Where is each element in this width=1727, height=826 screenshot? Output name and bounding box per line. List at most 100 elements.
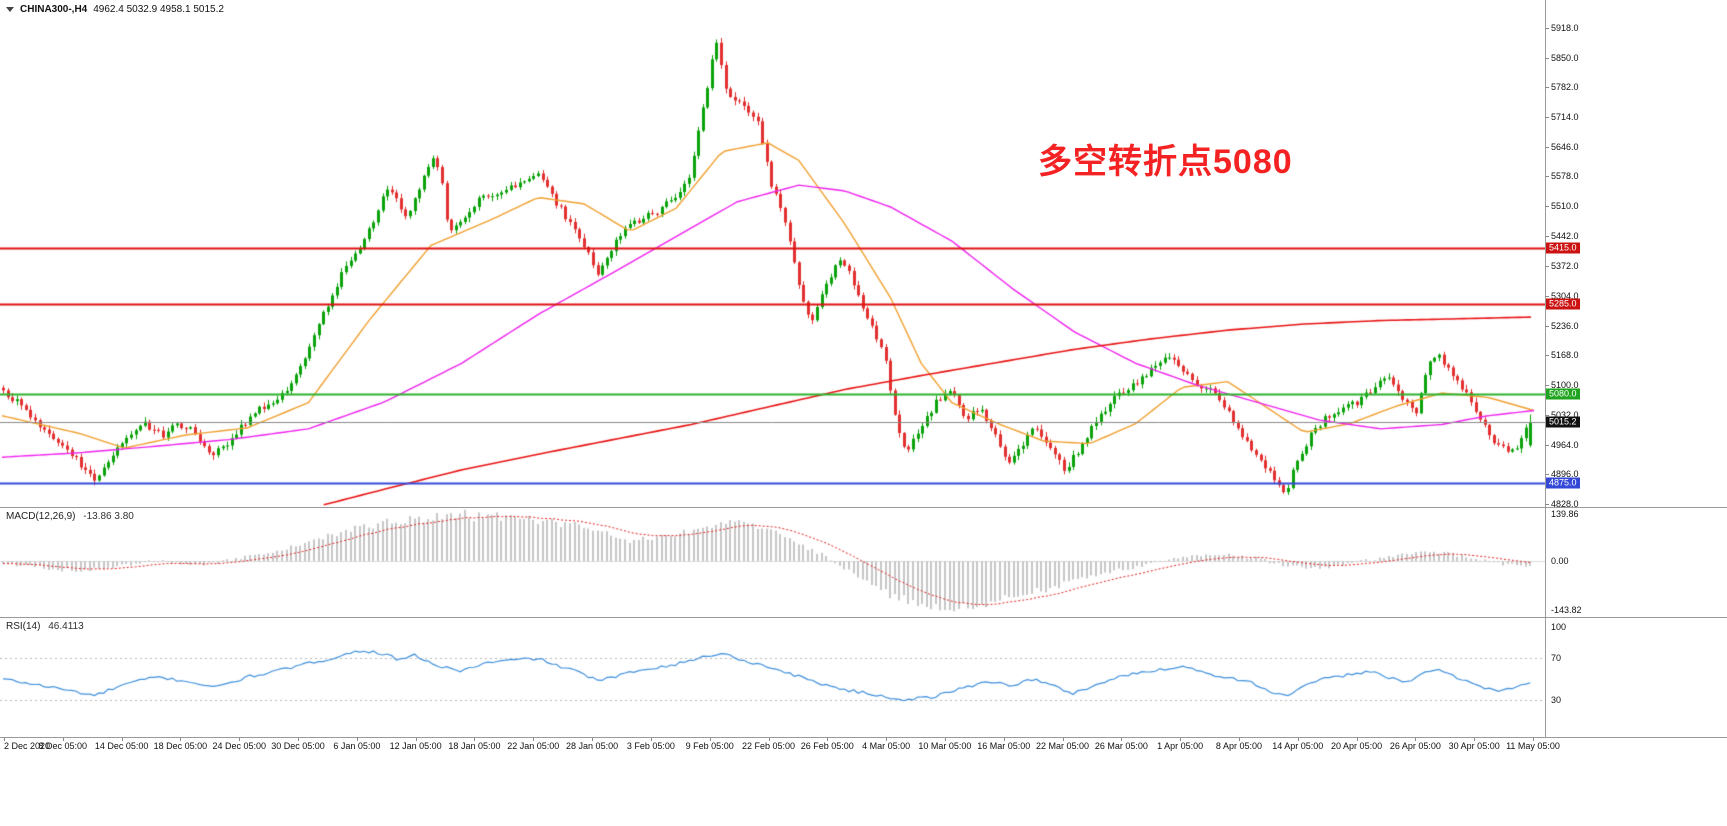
rsi-tick-label: 100 <box>1551 622 1567 633</box>
time-tick-mark <box>769 738 770 741</box>
time-axis-divider <box>0 737 1727 738</box>
time-tick-mark <box>1357 738 1358 741</box>
time-tick-mark <box>827 738 828 741</box>
price-tick-label: 5100.0 <box>1551 380 1579 391</box>
price-level-badge[interactable]: 5285.0 <box>1546 298 1580 310</box>
macd-rsi-divider[interactable] <box>0 617 1727 618</box>
time-tick-label: 30 Apr 05:00 <box>1448 741 1500 751</box>
time-tick-label: 4 Mar 05:00 <box>862 741 911 751</box>
price-tick-label: 5372.0 <box>1551 261 1579 272</box>
time-tick-mark <box>651 738 652 741</box>
time-tick-label: 26 Apr 05:00 <box>1389 741 1441 751</box>
chart-title: CHINA300-,H4 4962.4 5032.9 4958.1 5015.2 <box>6 4 224 15</box>
symbol-timeframe: CHINA300-,H4 <box>20 4 88 15</box>
rsi-value: 46.4113 <box>48 621 84 632</box>
time-tick-mark <box>945 738 946 741</box>
time-tick-label: 8 Dec 05:00 <box>38 741 88 751</box>
time-tick-label: 3 Feb 05:00 <box>626 741 675 751</box>
time-tick-mark <box>1415 738 1416 741</box>
price-tick-label: 5850.0 <box>1551 52 1579 63</box>
time-tick-mark <box>1004 738 1005 741</box>
time-tick-mark <box>1474 738 1475 741</box>
chart-menu-icon[interactable] <box>6 7 14 12</box>
price-tick-label: 5714.0 <box>1551 112 1579 123</box>
price-axis-divider <box>1545 0 1546 737</box>
price-level-badge[interactable]: 5415.0 <box>1546 242 1580 254</box>
price-level-badge[interactable]: 4875.0 <box>1546 477 1580 489</box>
time-tick-mark <box>1063 738 1064 741</box>
price-tick-label: 5032.0 <box>1551 409 1579 420</box>
time-tick-mark <box>886 738 887 741</box>
macd-values: -13.86 3.80 <box>83 511 134 522</box>
time-tick-mark <box>1180 738 1181 741</box>
rsi-label: RSI(14) 46.4113 <box>6 621 84 632</box>
macd-tick-label: 139.86 <box>1551 508 1579 519</box>
macd-panel-canvas[interactable] <box>0 507 1545 617</box>
time-tick-mark <box>710 738 711 741</box>
price-tick-label: 5510.0 <box>1551 201 1579 212</box>
time-tick-mark <box>1533 738 1534 741</box>
price-tick-label: 5168.0 <box>1551 350 1579 361</box>
time-tick-mark <box>298 738 299 741</box>
time-tick-label: 22 Feb 05:00 <box>741 741 796 751</box>
rsi-indicator-name: RSI(14) <box>6 621 41 632</box>
time-tick-mark <box>357 738 358 741</box>
price-chart-canvas[interactable] <box>0 0 1545 507</box>
time-tick-label: 9 Feb 05:00 <box>685 741 734 751</box>
price-tick-label: 5918.0 <box>1551 22 1579 33</box>
time-tick-mark <box>1239 738 1240 741</box>
time-tick-mark <box>63 738 64 741</box>
time-tick-mark <box>533 738 534 741</box>
time-tick-label: 8 Apr 05:00 <box>1215 741 1262 751</box>
price-tick-label: 5304.0 <box>1551 291 1579 302</box>
time-tick-label: 10 Mar 05:00 <box>918 741 972 751</box>
price-tick-label: 5236.0 <box>1551 320 1579 331</box>
price-level-badge[interactable]: 5015.2 <box>1546 416 1580 428</box>
time-tick-label: 1 Apr 05:00 <box>1157 741 1204 751</box>
time-tick-label: 26 Feb 05:00 <box>800 741 854 751</box>
time-tick-label: 12 Jan 05:00 <box>389 741 442 751</box>
time-tick-mark <box>1298 738 1299 741</box>
price-tick-label: 4896.0 <box>1551 469 1579 480</box>
time-tick-mark <box>4 738 5 741</box>
time-tick-mark <box>1121 738 1122 741</box>
time-tick-mark <box>180 738 181 741</box>
time-tick-label: 24 Dec 05:00 <box>212 741 266 751</box>
time-tick-label: 20 Apr 05:00 <box>1331 741 1383 751</box>
time-tick-mark <box>122 738 123 741</box>
time-tick-label: 18 Jan 05:00 <box>448 741 501 751</box>
price-level-badge[interactable]: 5080.0 <box>1546 388 1580 400</box>
price-tick-label: 5578.0 <box>1551 171 1579 182</box>
price-tick-label: 5646.0 <box>1551 141 1579 152</box>
time-tick-label: 11 May 05:00 <box>1506 741 1560 751</box>
price-macd-divider[interactable] <box>0 507 1727 508</box>
time-tick-label: 14 Dec 05:00 <box>94 741 149 751</box>
time-tick-mark <box>239 738 240 741</box>
time-tick-label: 28 Jan 05:00 <box>566 741 619 751</box>
price-tick-label: 5782.0 <box>1551 82 1579 93</box>
time-tick-label: 18 Dec 05:00 <box>153 741 208 751</box>
rsi-panel-canvas[interactable] <box>0 617 1545 737</box>
macd-indicator-name: MACD(12,26,9) <box>6 511 76 522</box>
time-tick-mark <box>592 738 593 741</box>
time-tick-label: 22 Mar 05:00 <box>1036 741 1090 751</box>
macd-tick-label: 0.00 <box>1551 556 1569 567</box>
rsi-tick-label: 70 <box>1551 653 1562 664</box>
time-tick-label: 14 Apr 05:00 <box>1272 741 1324 751</box>
price-tick-label: 4964.0 <box>1551 439 1579 450</box>
annotation-text[interactable]: 多空转折点5080 <box>1038 143 1293 181</box>
price-tick-label: 5442.0 <box>1551 230 1579 241</box>
time-tick-label: 16 Mar 05:00 <box>977 741 1031 751</box>
time-tick-label: 30 Dec 05:00 <box>271 741 325 751</box>
time-tick-label: 22 Jan 05:00 <box>507 741 560 751</box>
time-tick-label: 2 Dec 2020 <box>4 741 51 751</box>
macd-tick-label: -143.82 <box>1551 604 1582 615</box>
time-tick-mark <box>474 738 475 741</box>
ohlc-readout: 4962.4 5032.9 4958.1 5015.2 <box>93 4 224 15</box>
time-tick-label: 6 Jan 05:00 <box>333 741 381 751</box>
time-tick-mark <box>416 738 417 741</box>
macd-label: MACD(12,26,9) -13.86 3.80 <box>6 511 134 522</box>
time-tick-label: 26 Mar 05:00 <box>1094 741 1148 751</box>
rsi-tick-label: 30 <box>1551 694 1562 705</box>
